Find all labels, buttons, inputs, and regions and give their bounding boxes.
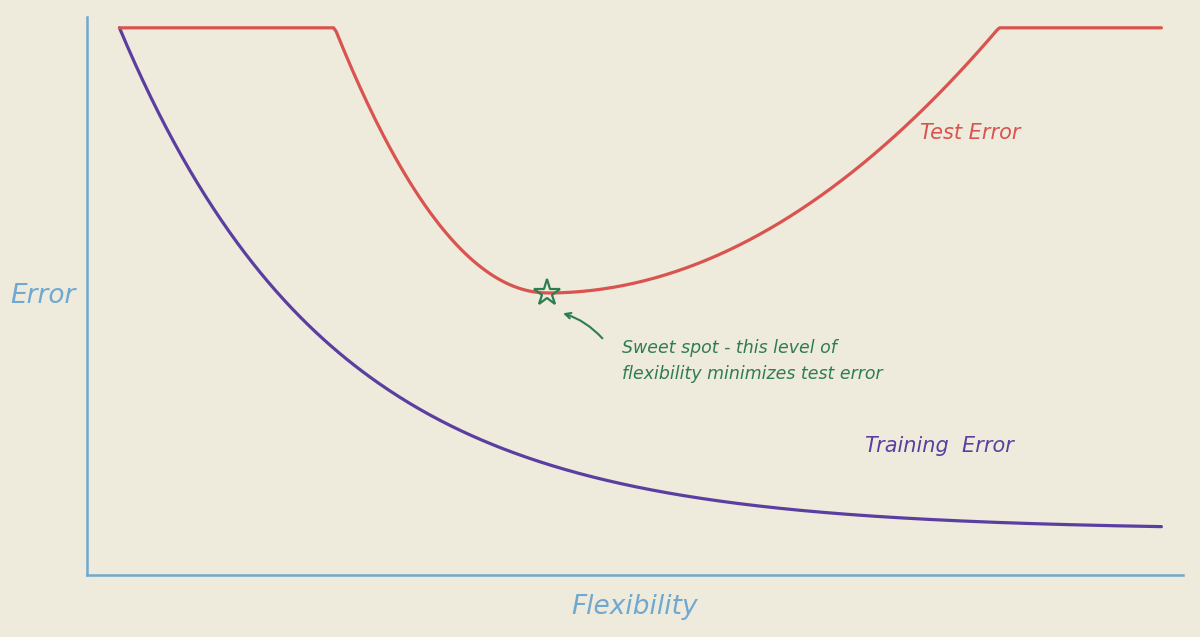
Text: Training  Error: Training Error — [865, 436, 1014, 456]
X-axis label: Flexibility: Flexibility — [571, 594, 698, 620]
Text: Sweet spot - this level of
flexibility minimizes test error: Sweet spot - this level of flexibility m… — [622, 339, 882, 383]
Text: Test Error: Test Error — [920, 124, 1021, 143]
Y-axis label: Error: Error — [10, 283, 76, 309]
